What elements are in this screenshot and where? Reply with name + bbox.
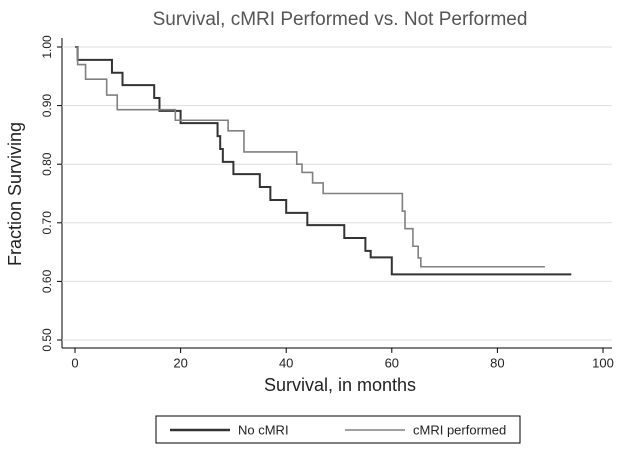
x-tick-label: 40 xyxy=(279,355,293,370)
y-axis-label: Fraction Surviving xyxy=(5,122,25,266)
y-tick-label: 0.90 xyxy=(40,94,54,118)
x-tick-label: 0 xyxy=(71,355,78,370)
x-tick-label: 60 xyxy=(385,355,399,370)
chart-title: Survival, cMRI Performed vs. Not Perform… xyxy=(153,9,528,30)
y-tick-label: 0.80 xyxy=(40,152,54,176)
y-tick-label: 0.50 xyxy=(40,328,54,352)
x-tick-label: 100 xyxy=(592,355,614,370)
y-tick-label: 0.70 xyxy=(40,211,54,235)
y-tick-label: 1.00 xyxy=(40,35,54,59)
y-tick-label: 0.60 xyxy=(40,269,54,293)
x-axis-label: Survival, in months xyxy=(264,375,416,395)
x-tick-label: 20 xyxy=(173,355,187,370)
survival-curve xyxy=(75,46,545,268)
legend-label: No cMRI xyxy=(238,422,289,437)
survival-curve xyxy=(75,46,572,276)
legend-label: cMRI performed xyxy=(413,422,506,437)
x-tick-label: 80 xyxy=(490,355,504,370)
